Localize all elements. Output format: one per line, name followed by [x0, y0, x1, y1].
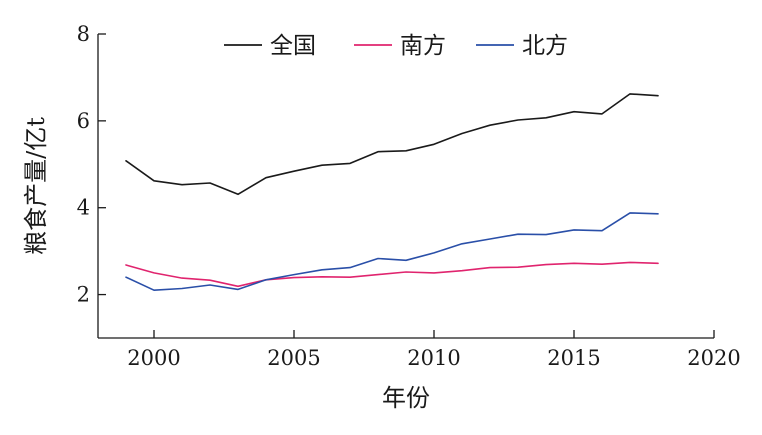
x-tick-label: 2020	[687, 346, 740, 370]
ticks: 2 4 6 8 2000 2005 2010 2015 2020	[77, 22, 741, 370]
x-tick-label: 2005	[267, 346, 320, 370]
axes	[97, 34, 714, 339]
x-tick-label: 2000	[127, 346, 180, 370]
x-tick-label: 2015	[547, 346, 600, 370]
y-tick-label: 2	[77, 283, 90, 307]
series-line-3	[125, 212, 659, 292]
x-axis-title: 年份	[382, 384, 430, 412]
y-tick-label: 4	[77, 196, 90, 220]
series-lines	[125, 93, 659, 292]
series-line-1	[125, 93, 659, 196]
y-tick-label: 6	[77, 109, 90, 133]
legend-label-1: 全国	[270, 33, 316, 59]
legend: 全国 南方 北方	[224, 33, 568, 59]
x-tick-label: 2010	[407, 346, 460, 370]
legend-label-3: 北方	[522, 33, 568, 59]
y-axis-title: 粮食产量/亿t	[22, 117, 50, 255]
series-line-2	[125, 261, 659, 288]
legend-label-2: 南方	[400, 33, 446, 59]
y-tick-label: 8	[77, 22, 90, 46]
